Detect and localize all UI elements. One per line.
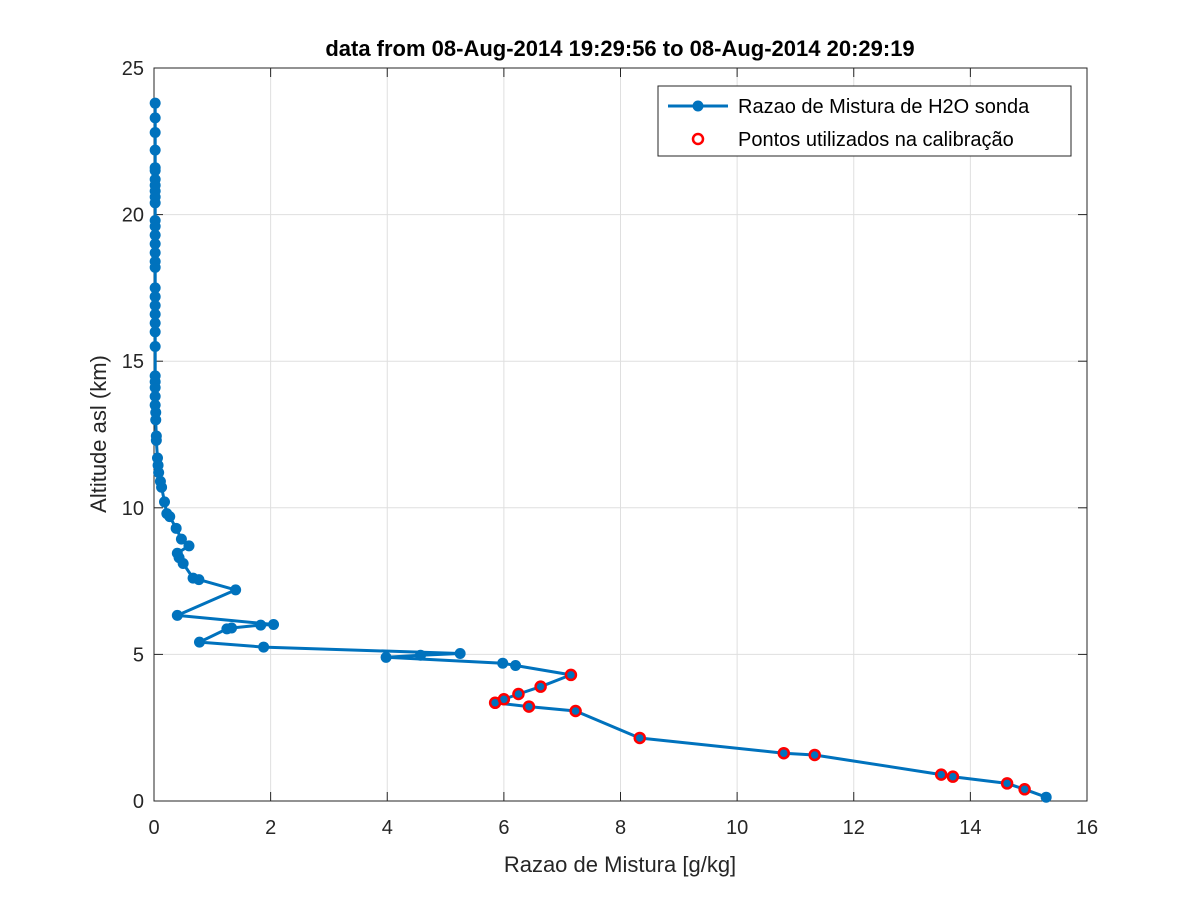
data-point-sonda <box>454 648 466 660</box>
legend-box <box>657 85 1072 157</box>
data-point-sonda <box>778 747 790 759</box>
x-tick-label: 8 <box>615 817 626 839</box>
data-point-sonda <box>149 317 161 329</box>
data-point-sonda <box>935 769 947 781</box>
data-point-sonda <box>149 282 161 294</box>
data-point-sonda <box>149 256 161 268</box>
data-point-sonda <box>170 522 182 534</box>
data-point-calibration <box>569 704 582 718</box>
data-point-sonda <box>414 649 426 661</box>
data-point-calibration <box>534 680 547 693</box>
data-point-sonda <box>149 127 161 139</box>
legend-label-sonda: Razao de Mistura de H2O sonda <box>738 96 1030 118</box>
data-point-sonda <box>1001 777 1013 789</box>
data-point-sonda <box>171 547 183 559</box>
data-point-sonda <box>149 229 161 241</box>
data-point-sonda <box>149 238 161 250</box>
data-point-sonda <box>497 657 509 669</box>
x-tick-label: 0 <box>148 817 159 839</box>
data-point-sonda <box>171 609 183 621</box>
x-tick-label: 10 <box>726 817 748 839</box>
data-point-sonda <box>150 430 162 442</box>
data-point-sonda <box>183 540 195 552</box>
data-point-calibration <box>946 770 960 783</box>
data-point-sonda <box>535 681 547 693</box>
data-point-sonda <box>230 584 242 596</box>
data-point-sonda <box>510 660 522 672</box>
y-axis-label: Altitude asl (km) <box>86 355 111 513</box>
data-point-calibration <box>522 700 536 713</box>
legend: Razao de Mistura de H2O sonda Pontos uti… <box>657 85 1072 157</box>
data-point-sonda <box>149 326 161 338</box>
data-point-sonda <box>149 308 161 320</box>
data-point-sonda <box>149 173 161 185</box>
data-point-calibration <box>1000 777 1014 790</box>
data-point-calibration <box>808 748 821 762</box>
data-point-sonda <box>149 247 161 259</box>
data-point-calibration <box>512 687 525 701</box>
y-tick-label: 0 <box>133 791 144 813</box>
data-point-calibration <box>497 693 511 706</box>
data-point-sonda <box>380 651 392 663</box>
data-point-sonda <box>193 636 205 648</box>
x-tick-label: 16 <box>1076 817 1098 839</box>
data-point-sonda <box>149 214 161 226</box>
data-point-sonda <box>149 299 161 311</box>
x-tick-label: 2 <box>265 817 276 839</box>
data-point-sonda <box>149 291 161 303</box>
data-point-calibration <box>633 731 646 745</box>
data-point-calibration <box>934 768 948 781</box>
y-tick-label: 5 <box>133 644 144 666</box>
data-point-calibration <box>777 746 791 760</box>
data-point-sonda <box>149 162 161 174</box>
data-point-sonda <box>154 475 166 487</box>
data-point-sonda <box>175 533 187 545</box>
x-tick-label: 6 <box>498 817 509 839</box>
data-point-sonda <box>149 341 161 353</box>
data-point-sonda <box>565 669 577 681</box>
data-point-sonda <box>570 705 582 717</box>
plot-area: 0 2 4 6 8 10 12 14 16 0 5 10 15 20 25 <box>122 58 1098 839</box>
data-point-sonda <box>523 701 535 713</box>
data-point-sonda <box>149 97 161 109</box>
data-point-sonda <box>255 619 267 631</box>
x-tick-label: 4 <box>382 817 393 839</box>
data-point-sonda <box>149 399 161 411</box>
x-axis-label: Razao de Mistura [g/kg] <box>504 852 736 877</box>
y-tick-label: 20 <box>122 205 144 227</box>
y-tick-label: 10 <box>122 498 144 520</box>
data-point-sonda <box>634 732 646 744</box>
data-point-sonda <box>149 370 161 382</box>
legend-label-calibration: Pontos utilizados na calibração <box>738 129 1014 151</box>
x-tick-label: 14 <box>959 817 981 839</box>
data-point-calibration <box>564 668 578 682</box>
data-point-sonda <box>1019 783 1031 795</box>
data-point-sonda <box>187 572 199 584</box>
data-point-sonda <box>226 622 238 634</box>
data-point-sonda <box>149 112 161 124</box>
data-point-sonda <box>151 452 163 464</box>
legend-marker-calibration <box>691 132 705 146</box>
data-point-sonda <box>258 641 270 653</box>
data-point-sonda <box>1040 791 1052 803</box>
y-tick-label: 15 <box>122 351 144 373</box>
data-point-sonda <box>158 496 170 508</box>
x-tick-label: 12 <box>843 817 865 839</box>
chart-title: data from 08-Aug-2014 19:29:56 to 08-Aug… <box>325 36 914 61</box>
data-point-calibration <box>1018 783 1031 796</box>
data-point-sonda <box>268 618 280 630</box>
data-point-sonda <box>161 508 173 520</box>
data-point-sonda <box>149 144 161 156</box>
data-point-sonda <box>149 390 161 402</box>
y-tick-label: 25 <box>122 58 144 80</box>
legend-marker-sonda <box>692 100 704 112</box>
data-point-sonda <box>512 688 524 700</box>
data-point-sonda <box>947 771 959 783</box>
data-point-sonda <box>809 749 821 761</box>
